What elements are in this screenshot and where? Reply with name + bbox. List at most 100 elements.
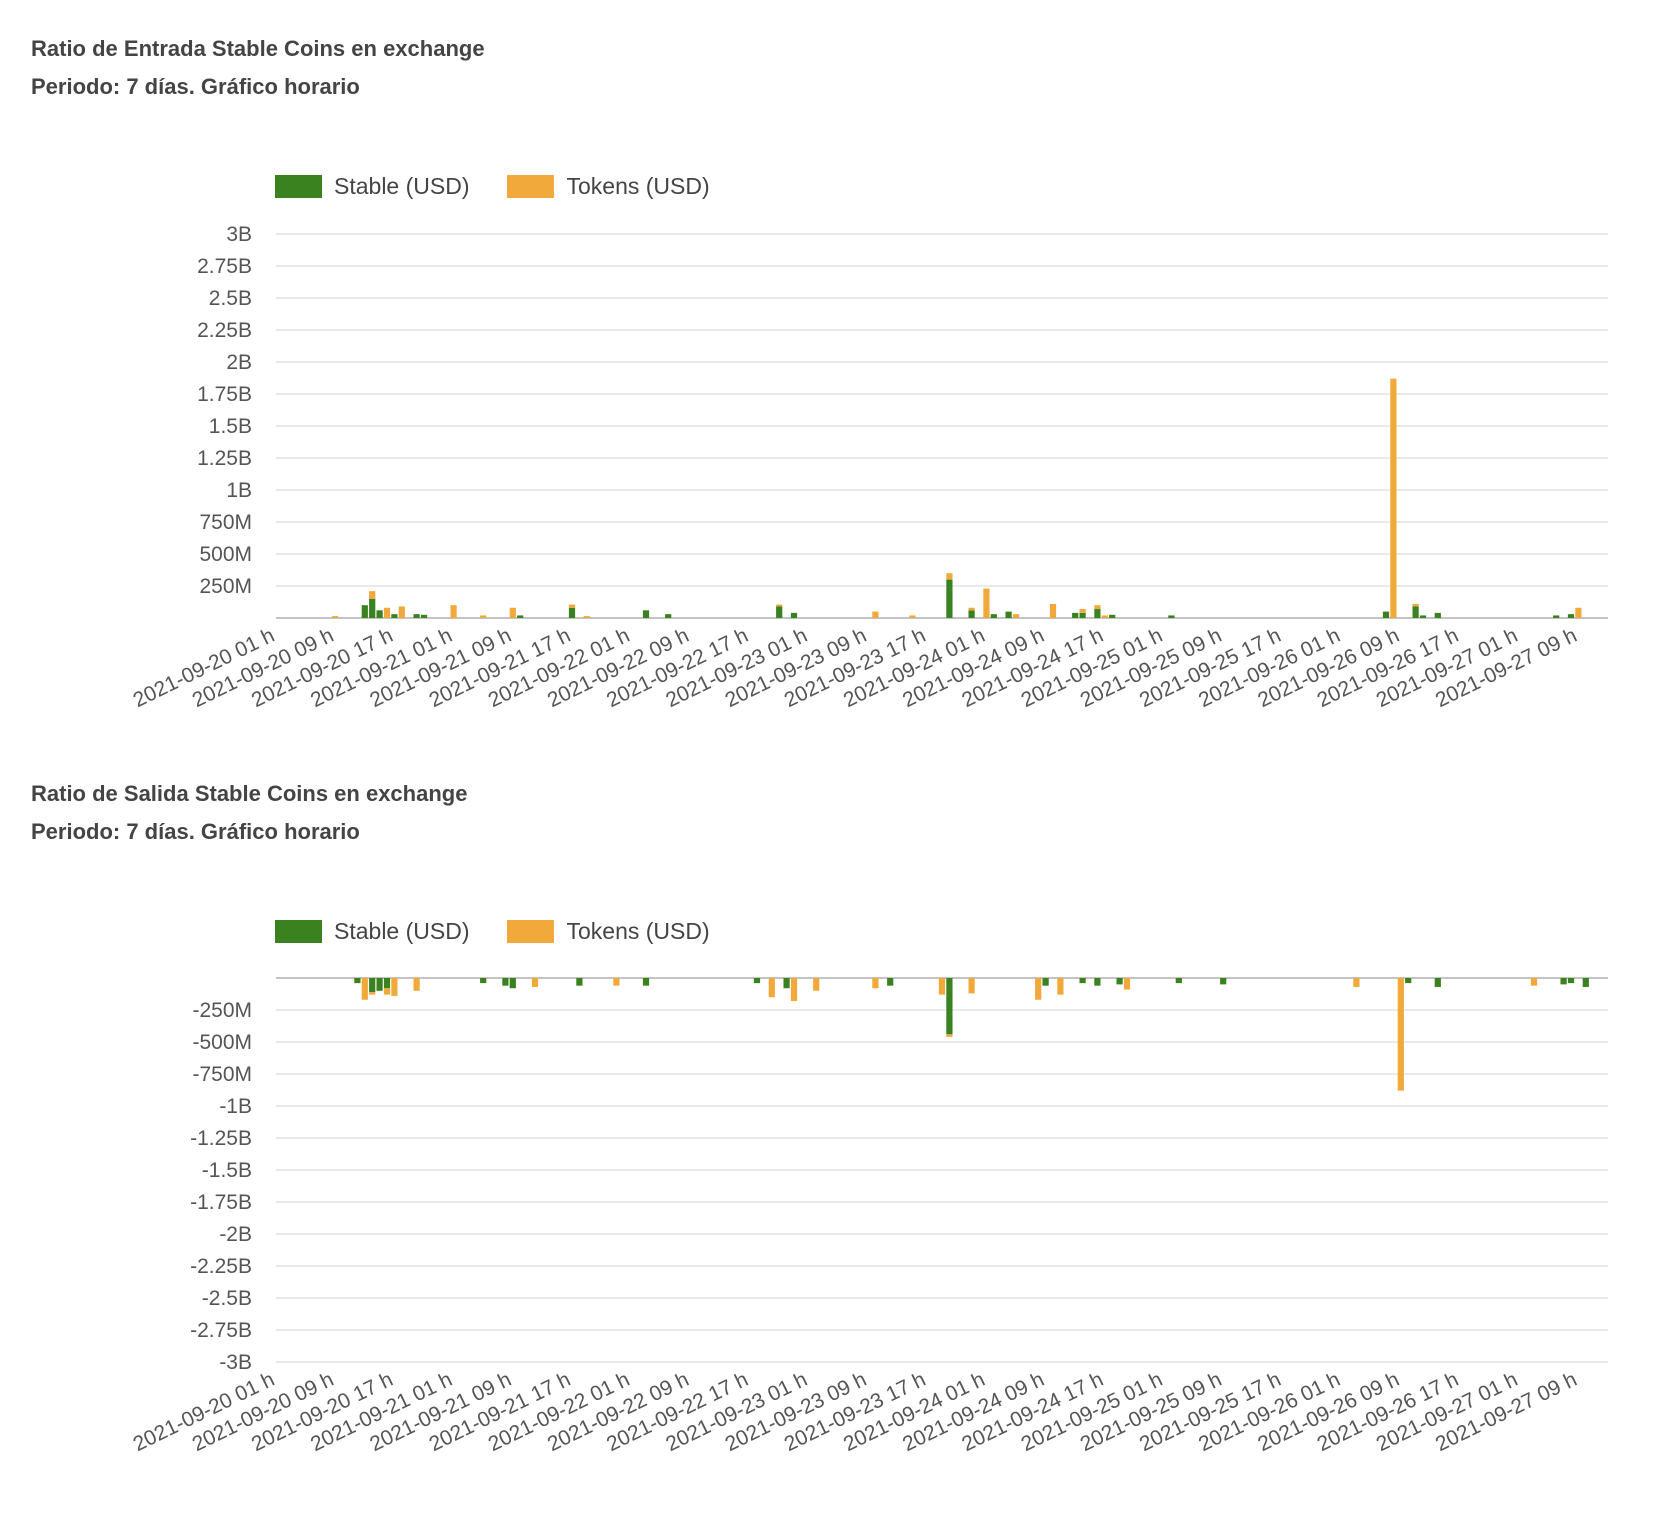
bar-stable[interactable] [1175,978,1182,984]
bar-stable[interactable] [1079,612,1086,618]
bar-stable[interactable] [1168,615,1175,618]
bar-tokens[interactable] [1353,978,1360,987]
bar-stable[interactable] [509,978,516,989]
bar-tokens[interactable] [1575,607,1582,618]
bar-stable[interactable] [1382,611,1390,618]
bar-stable[interactable] [1412,606,1419,618]
bar-stable[interactable] [776,606,783,618]
bar-tokens[interactable] [946,1034,953,1037]
legend-item-tokens[interactable]: Tokens (USD) [507,918,710,945]
bar-stable[interactable] [1567,978,1575,984]
bar-tokens[interactable] [1035,978,1042,1000]
bar-stable[interactable] [568,607,576,618]
bar-tokens[interactable] [968,978,975,994]
bar-stable[interactable] [1405,978,1412,984]
bar-tokens[interactable] [480,615,487,618]
bar-tokens[interactable] [1412,603,1419,607]
bar-tokens[interactable] [1057,978,1064,995]
y-tick-label: -1.75B [190,1191,252,1214]
bar-tokens[interactable] [1049,603,1057,618]
bar-tokens[interactable] [413,978,420,991]
bar-tokens[interactable] [391,978,398,996]
bar-stable[interactable] [1582,978,1589,987]
bar-stable[interactable] [1434,978,1441,987]
bar-stable[interactable] [946,579,953,618]
bar-stable[interactable] [1072,612,1079,618]
bar-tokens[interactable] [1079,609,1086,613]
bar-tokens[interactable] [383,988,391,995]
bar-tokens[interactable] [383,607,391,618]
bar-tokens[interactable] [872,611,879,618]
bar-tokens[interactable] [1390,378,1397,618]
bar-stable[interactable] [1553,615,1560,618]
bar-stable[interactable] [369,978,376,993]
bar-stable[interactable] [354,978,361,984]
bar-tokens[interactable] [872,978,879,989]
bar-tokens[interactable] [369,992,376,995]
bar-stable[interactable] [642,978,650,986]
bar-stable[interactable] [1005,611,1012,618]
bar-stable[interactable] [665,614,672,618]
bar-stable[interactable] [502,978,509,986]
bar-tokens[interactable] [361,978,368,1000]
bar-tokens[interactable] [909,615,916,618]
bar-stable[interactable] [1042,978,1049,986]
bar-stable[interactable] [790,612,798,618]
bar-stable[interactable] [413,614,420,618]
bar-tokens[interactable] [583,616,590,618]
bar-tokens[interactable] [1123,978,1131,990]
bar-stable[interactable] [517,615,524,618]
bar-stable[interactable] [1434,612,1441,618]
y-tick-label: 1.75B [197,383,252,406]
bar-stable[interactable] [369,598,376,618]
bar-tokens[interactable] [1012,614,1020,618]
bar-stable[interactable] [383,978,391,989]
legend-item-stable[interactable]: Stable (USD) [275,918,469,945]
bar-stable[interactable] [753,978,761,984]
bar-stable[interactable] [1109,614,1116,618]
bar-stable[interactable] [1094,978,1101,986]
bar-tokens[interactable] [509,607,516,618]
bar-stable[interactable] [376,610,383,618]
bar-stable[interactable] [1560,978,1567,985]
bar-stable[interactable] [1116,978,1123,985]
bar-tokens[interactable] [968,607,975,611]
bar-tokens[interactable] [1101,615,1108,618]
bar-stable[interactable] [1079,978,1086,984]
bar-stable[interactable] [576,978,583,986]
bar-tokens[interactable] [1094,605,1101,610]
bar-stable[interactable] [391,614,398,618]
bar-tokens[interactable] [613,978,620,986]
bar-stable[interactable] [1220,978,1227,985]
bar-stable[interactable] [361,605,368,618]
bar-stable[interactable] [642,610,650,618]
bar-tokens[interactable] [938,978,946,995]
bar-stable[interactable] [990,614,997,618]
bar-tokens[interactable] [790,978,798,1002]
bar-tokens[interactable] [398,606,405,618]
bar-tokens[interactable] [1530,978,1538,986]
bar-tokens[interactable] [776,604,783,607]
bar-stable[interactable] [946,978,953,1035]
bar-stable[interactable] [887,978,894,986]
bar-stable[interactable] [376,978,383,991]
bar-stable[interactable] [1567,614,1575,618]
legend-item-stable[interactable]: Stable (USD) [275,173,469,200]
bar-tokens[interactable] [768,978,775,998]
bar-tokens[interactable] [332,616,339,618]
bar-stable[interactable] [968,610,975,618]
bar-tokens[interactable] [531,978,539,987]
bar-tokens[interactable] [568,604,576,608]
bar-stable[interactable] [1419,615,1427,618]
bar-tokens[interactable] [946,573,953,580]
bar-tokens[interactable] [369,591,376,599]
bar-tokens[interactable] [1397,978,1404,1091]
bar-stable[interactable] [783,978,790,989]
bar-tokens[interactable] [813,978,820,991]
bar-tokens[interactable] [983,588,990,618]
bar-tokens[interactable] [450,605,457,618]
bar-stable[interactable] [1094,609,1101,618]
bar-stable[interactable] [420,614,428,618]
bar-stable[interactable] [480,978,487,984]
legend-item-tokens[interactable]: Tokens (USD) [507,173,710,200]
